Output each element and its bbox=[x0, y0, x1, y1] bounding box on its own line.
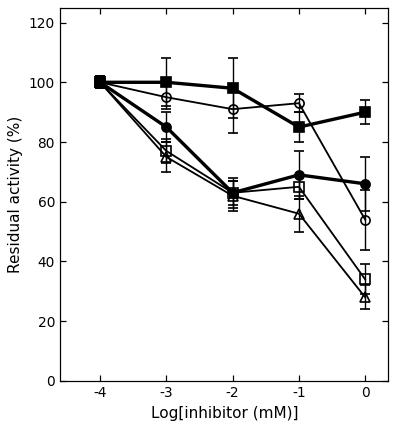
Y-axis label: Residual activity (%): Residual activity (%) bbox=[8, 116, 23, 273]
X-axis label: Log[inhibitor (mM)]: Log[inhibitor (mM)] bbox=[150, 406, 298, 421]
